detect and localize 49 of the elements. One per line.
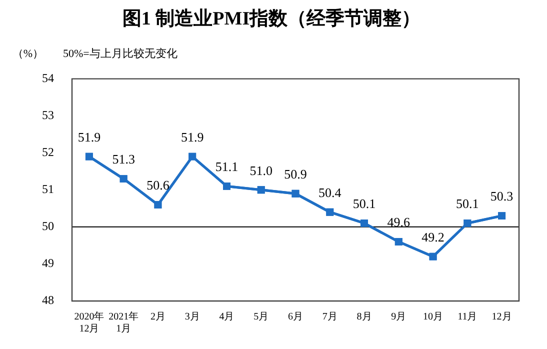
y-tick-label: 48 <box>42 293 54 308</box>
data-label: 50.9 <box>284 166 307 182</box>
point <box>85 152 93 160</box>
x-tick-label: 2020年 12月 <box>74 310 104 335</box>
x-tick-label: 12月 <box>492 312 512 323</box>
data-label: 49.6 <box>387 214 411 230</box>
x-tick-label: 2021年 1月 <box>108 310 139 335</box>
point <box>223 182 230 190</box>
point <box>429 252 437 260</box>
x-tick-label: 10月 <box>423 312 444 323</box>
x-tick-label: 2月 <box>150 312 166 323</box>
point <box>464 220 472 227</box>
x-tick-label: 8月 <box>356 312 372 323</box>
y-tick-label: 50 <box>42 219 54 234</box>
y-tick-label: 49 <box>42 256 54 270</box>
y-tick-label: 52 <box>42 145 54 160</box>
chart-title: 图1 制造业PMI指数（经季节调整） <box>122 7 421 30</box>
x-tick-label: 11月 <box>458 312 478 323</box>
point <box>257 186 265 194</box>
point <box>292 190 300 198</box>
y-tick-label: 54 <box>42 70 54 85</box>
data-label: 51.0 <box>250 162 272 178</box>
x-tick-label: 4月 <box>219 312 234 323</box>
point <box>394 238 402 246</box>
point <box>360 220 368 227</box>
y-tick-label: 53 <box>42 108 54 122</box>
data-label: 50.1 <box>456 196 479 212</box>
point <box>498 212 506 220</box>
y-tick-label: 51 <box>42 182 54 196</box>
x-tick-label: 6月 <box>288 312 303 323</box>
point <box>326 208 334 216</box>
point <box>154 200 162 208</box>
y-axis-title: （%） <box>12 48 44 60</box>
data-label: 50.4 <box>318 185 342 200</box>
data-label: 50.1 <box>352 196 376 212</box>
data-label: 49.2 <box>422 229 444 244</box>
x-tick-label: 3月 <box>184 312 200 323</box>
x-tick-label: 5月 <box>254 312 269 323</box>
point <box>120 175 128 183</box>
x-tick-label: 9月 <box>391 312 406 323</box>
x-tick-label: 7月 <box>322 312 338 323</box>
text: 50%=与上月比较无变化 <box>63 47 178 60</box>
data-label: 50.3 <box>490 188 514 204</box>
data-label: 50.6 <box>146 178 170 193</box>
data-label: 51.9 <box>180 129 204 144</box>
data-label: 51.9 <box>78 129 101 144</box>
data-label: 51.3 <box>112 152 135 167</box>
point <box>188 152 196 160</box>
data-label: 51.1 <box>215 159 238 174</box>
